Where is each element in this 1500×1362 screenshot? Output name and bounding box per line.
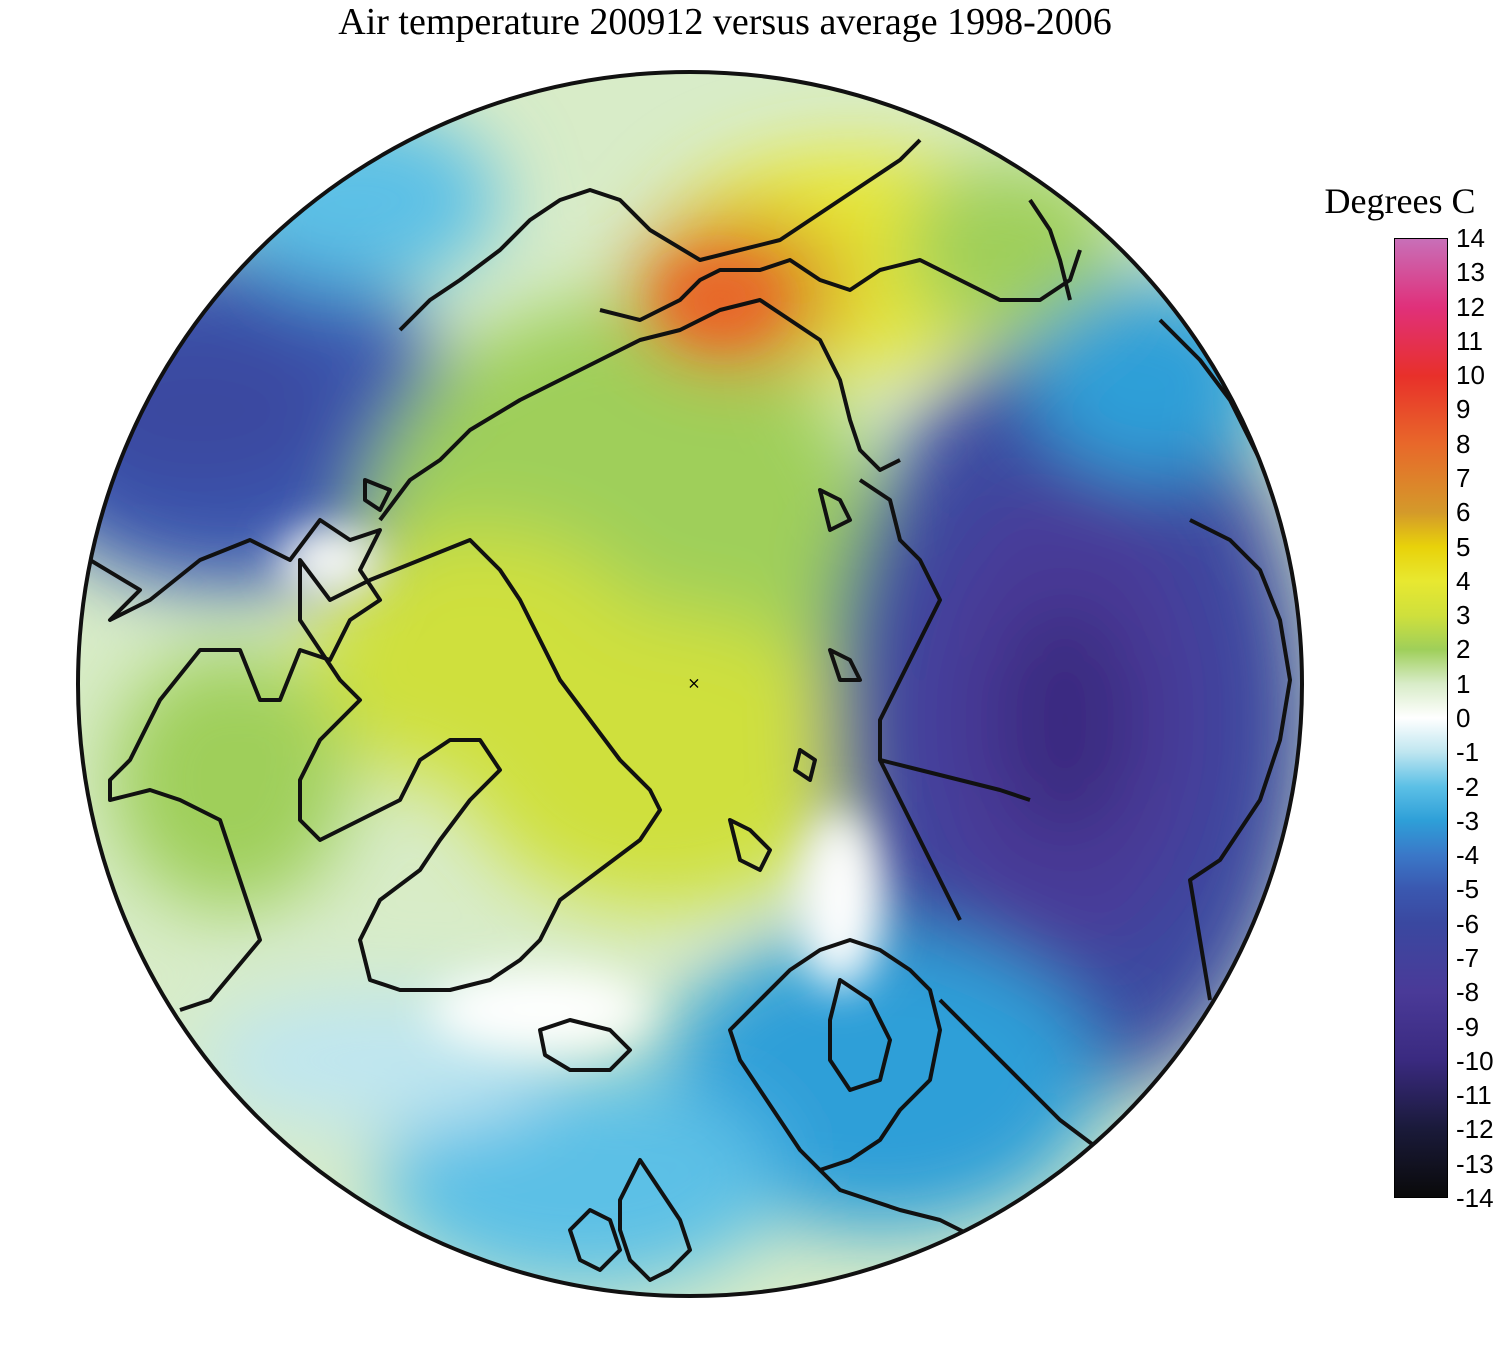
legend-ticks: 14 13 12 11 10 9 8 7 6 5 4 3 2 1 0 -1 -2 -3 -4 -5 -6 -7 -8 -9 -1… — [1456, 224, 1500, 1212]
legend-tick-label: 1 — [1456, 668, 1471, 699]
map-border — [76, 70, 1304, 1298]
legend-tick-label: -14 — [1456, 1183, 1494, 1213]
legend-tick-label: -12 — [1456, 1114, 1494, 1145]
legend-tick-label: 2 — [1456, 634, 1471, 665]
legend-tick-label: 8 — [1456, 428, 1471, 459]
legend-tick-label: 4 — [1456, 565, 1471, 596]
legend-tick-label: 7 — [1456, 463, 1471, 493]
legend-tick-label: -9 — [1456, 1011, 1480, 1042]
legend-tick-label: 5 — [1456, 531, 1471, 562]
legend-tick-label: 10 — [1456, 360, 1485, 391]
legend-tick-label: -6 — [1456, 908, 1480, 939]
legend-tick-label: 9 — [1456, 394, 1471, 425]
legend-color-bar — [1394, 238, 1448, 1198]
temperature-anomaly-field — [78, 72, 1302, 1296]
legend-tick-label: 3 — [1456, 600, 1471, 631]
legend-tick-label: 13 — [1456, 257, 1485, 288]
legend-tick-label: -11 — [1456, 1080, 1492, 1111]
polar-map: × — [76, 70, 1304, 1298]
legend-tick-label: -8 — [1456, 977, 1480, 1008]
legend-tick-label: -4 — [1456, 840, 1480, 871]
legend-tick-label: -10 — [1456, 1045, 1494, 1076]
legend-tick-label: 0 — [1456, 703, 1471, 733]
chart-title: Air temperature 200912 versus average 19… — [338, 1, 1112, 43]
north-pole-marker: × — [687, 674, 700, 693]
legend-tick-label: 11 — [1456, 325, 1483, 356]
legend-tick-label: -7 — [1456, 943, 1480, 973]
legend-tick-label: -2 — [1456, 771, 1480, 802]
legend-tick-label: -13 — [1456, 1148, 1494, 1179]
legend-title: Degrees C — [1324, 181, 1476, 221]
legend-tick-label: 12 — [1456, 291, 1485, 322]
legend-tick-label: -3 — [1456, 805, 1480, 836]
legend-tick-label: 6 — [1456, 497, 1471, 528]
legend-tick-label: -1 — [1456, 737, 1480, 768]
coastlines — [88, 138, 1292, 1282]
legend-tick-label: -5 — [1456, 874, 1480, 905]
legend-tick-label: 14 — [1456, 223, 1485, 253]
